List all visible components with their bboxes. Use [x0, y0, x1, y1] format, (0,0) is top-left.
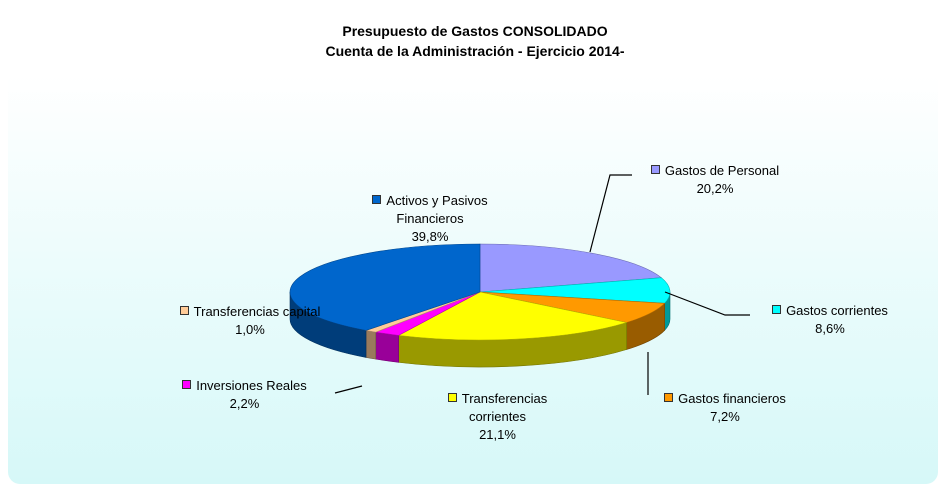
pie-slice: [289, 243, 481, 331]
legend-marker: [179, 306, 189, 315]
data-label: Gastos corrientes 8,6%: [745, 302, 915, 338]
category-label: Inversiones Reales: [196, 378, 307, 393]
value-label: 39,8%: [411, 229, 449, 244]
category-label: Transferencias capital: [193, 304, 321, 319]
data-label: Transferencias corrientes 21,1%: [430, 390, 565, 444]
legend-marker: [447, 393, 457, 402]
legend-marker: [182, 380, 192, 389]
data-label: Inversiones Reales 2,2%: [157, 377, 332, 413]
value-label: 7,2%: [710, 409, 740, 424]
category-label: Gastos de Personal: [664, 163, 780, 178]
leader-line: [334, 385, 363, 394]
category-label: Gastos financieros: [678, 391, 786, 406]
data-label: Activos y Pasivos Financieros 39,8%: [345, 192, 515, 246]
value-label: 20,2%: [696, 181, 734, 196]
category-label: Transferencias corrientes: [461, 391, 548, 424]
pie-slice-side: [375, 331, 399, 363]
chart-title: Presupuesto de Gastos CONSOLIDADO: [342, 23, 607, 39]
value-label: 21,1%: [479, 427, 516, 442]
category-label: Gastos corrientes: [786, 303, 888, 318]
pie-slice-side: [365, 330, 377, 360]
category-label: Activos y Pasivos Financieros: [386, 193, 488, 226]
legend-marker: [372, 195, 382, 204]
value-label: 8,6%: [815, 321, 845, 336]
legend-marker: [772, 305, 782, 314]
leader-line: [589, 174, 632, 253]
legend-marker: [664, 393, 674, 402]
pie-slice: [479, 277, 671, 304]
value-label: 2,2%: [229, 396, 260, 411]
data-label: Gastos financieros 7,2%: [635, 390, 815, 426]
legend-marker: [650, 165, 660, 174]
data-label: Gastos de Personal 20,2%: [630, 162, 800, 198]
pie-slice: [479, 243, 663, 293]
data-label: Transferencias capital 1,0%: [150, 303, 350, 339]
pie-slice: [397, 291, 627, 341]
leader-line: [664, 291, 750, 316]
value-label: 1,0%: [235, 322, 265, 337]
chart-subtitle: Cuenta de la Administración - Ejercicio …: [325, 43, 624, 59]
